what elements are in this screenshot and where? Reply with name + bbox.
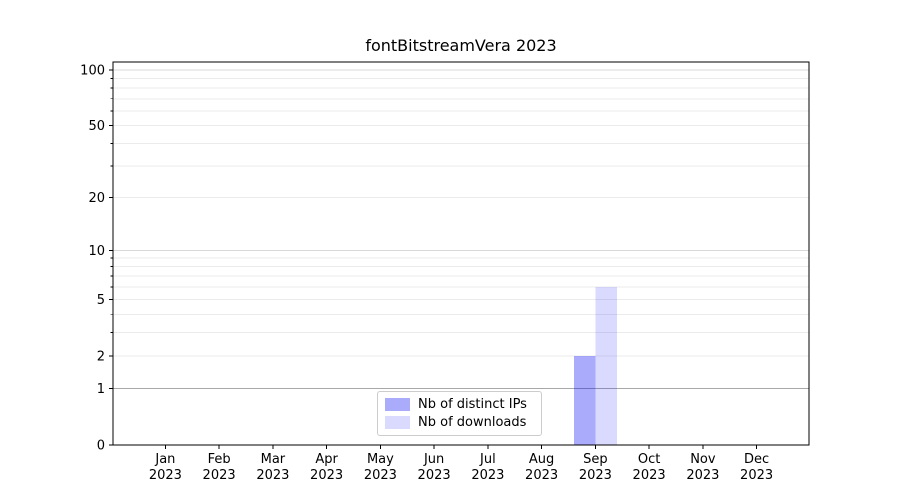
svg-text:Dec: Dec (744, 452, 769, 467)
svg-text:20: 20 (88, 191, 105, 206)
svg-text:10: 10 (88, 244, 105, 259)
svg-text:Aug: Aug (529, 452, 554, 467)
svg-text:2023: 2023 (579, 468, 612, 483)
svg-text:Oct: Oct (638, 452, 660, 467)
svg-text:May: May (367, 452, 394, 467)
svg-text:Jan: Jan (154, 452, 175, 467)
svg-text:2023: 2023 (149, 468, 182, 483)
svg-text:2023: 2023 (364, 468, 397, 483)
svg-text:Jul: Jul (479, 452, 496, 467)
svg-text:2023: 2023 (203, 468, 236, 483)
svg-text:2023: 2023 (471, 468, 504, 483)
svg-text:Apr: Apr (315, 452, 338, 467)
svg-text:0: 0 (97, 439, 105, 454)
svg-text:Nov: Nov (690, 452, 716, 467)
svg-text:Jun: Jun (423, 452, 444, 467)
svg-text:2023: 2023 (740, 468, 773, 483)
svg-text:1: 1 (97, 382, 105, 397)
svg-text:Mar: Mar (261, 452, 286, 467)
legend-label-distinct-ips: Nb of distinct IPs (418, 397, 527, 412)
svg-text:2023: 2023 (310, 468, 343, 483)
legend: Nb of distinct IPs Nb of downloads (377, 391, 542, 436)
legend-item-downloads: Nb of downloads (385, 415, 533, 430)
svg-text:2023: 2023 (256, 468, 289, 483)
svg-text:100: 100 (80, 64, 105, 79)
legend-swatch-downloads-icon (385, 416, 410, 429)
chart-title: fontBitstreamVera 2023 (365, 36, 557, 55)
svg-text:2023: 2023 (418, 468, 451, 483)
legend-label-downloads: Nb of downloads (418, 415, 527, 430)
svg-text:2023: 2023 (686, 468, 719, 483)
legend-swatch-distinct-ips-icon (385, 398, 410, 411)
svg-text:2023: 2023 (525, 468, 558, 483)
svg-text:5: 5 (97, 293, 105, 308)
svg-text:2: 2 (97, 349, 105, 364)
svg-text:2023: 2023 (633, 468, 666, 483)
svg-text:Sep: Sep (583, 452, 608, 467)
svg-text:Feb: Feb (208, 452, 231, 467)
legend-item-distinct-ips: Nb of distinct IPs (385, 397, 533, 412)
svg-text:50: 50 (88, 119, 105, 134)
